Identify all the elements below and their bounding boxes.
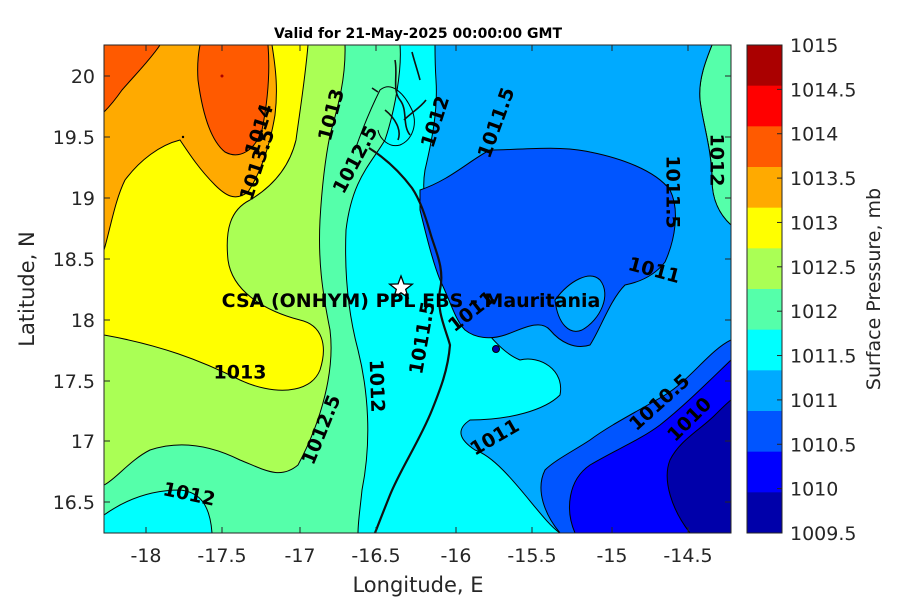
coastline-islands xyxy=(371,51,427,141)
x-tick-label: -17.5 xyxy=(197,545,246,567)
contour-label: 1012 xyxy=(365,359,389,413)
colorbar-segment xyxy=(747,451,782,493)
colorbar-tick-label: 1015 xyxy=(790,35,838,57)
y-tick-label: 18 xyxy=(71,310,95,332)
band-1011-pocket xyxy=(554,275,606,332)
colorbar-tick-label: 1011.5 xyxy=(790,346,856,368)
site-label: CSA (ONHYM) PPL EBS - Mauritania xyxy=(222,290,601,312)
colorbar-segment xyxy=(747,167,782,209)
contour-line-minor xyxy=(354,86,415,151)
band-1014 xyxy=(197,45,270,156)
x-tick-label: -14.5 xyxy=(663,545,712,567)
x-tick-label: -18 xyxy=(130,545,161,567)
colorbar-tick-label: 1014.5 xyxy=(790,79,856,101)
low-point-marker xyxy=(492,345,500,353)
colorbar-segment xyxy=(747,289,782,331)
x-tick-label: -15.5 xyxy=(507,545,556,567)
y-tick-label: 20 xyxy=(71,66,95,88)
colorbar-frame xyxy=(746,44,783,534)
map-area xyxy=(104,45,731,533)
high-point-marker-2 xyxy=(181,135,185,139)
coastline xyxy=(368,147,452,533)
y-tick-label: 19 xyxy=(71,188,95,210)
y-axis-ticks: 20 19.5 19 18.5 18 17.5 17 16.5 xyxy=(53,66,731,514)
colorbar-tick-label: 1012 xyxy=(790,301,838,323)
contour-label: 1011.5 xyxy=(662,155,684,228)
y-tick-label: 16.5 xyxy=(53,492,95,514)
y-tick-label: 19.5 xyxy=(53,127,95,149)
map-title: Valid for 21-May-2025 00:00:00 GMT xyxy=(274,26,562,42)
colorbar-tick-label: 1009.5 xyxy=(790,523,856,545)
colorbar-segment xyxy=(747,492,782,534)
colorbar-segment xyxy=(747,329,782,371)
high-point-marker xyxy=(220,74,224,78)
plot-frame xyxy=(103,44,732,534)
x-axis-label: Longitude, E xyxy=(352,573,483,597)
small-contour-south xyxy=(104,489,213,533)
y-tick-label: 18.5 xyxy=(53,249,95,271)
colorbar-segment xyxy=(747,85,782,127)
contour-label: 1013 xyxy=(214,362,267,384)
colorbar-segment xyxy=(747,45,782,87)
y-tick-label: 17 xyxy=(71,431,95,453)
colorbar-label: Surface Pressure, mb xyxy=(863,188,885,390)
x-tick-label: -15 xyxy=(596,545,627,567)
band-1009-5 xyxy=(666,399,731,533)
colorbar: 1015 1014.5 1014 1013.5 1013 1012.5 1012 1011.5… xyxy=(746,35,856,545)
x-axis-ticks: -18 -17.5 -17 -16.5 -16 -15.5 -15 -14.5 xyxy=(130,45,713,567)
colorbar-segment xyxy=(747,411,782,453)
colorbar-tick-label: 1012.5 xyxy=(790,257,856,279)
y-axis-label: Latitude, N xyxy=(15,231,39,347)
y-tick-label: 17.5 xyxy=(53,371,95,393)
colorbar-segment xyxy=(747,248,782,290)
colorbar-segment xyxy=(747,126,782,168)
contour-label: 1012 xyxy=(706,134,728,187)
site-group: CSA (ONHYM) PPL EBS - Mauritania xyxy=(222,274,601,312)
colorbar-segment xyxy=(747,207,782,249)
colorbar-segment xyxy=(747,370,782,412)
colorbar-tick-label: 1013.5 xyxy=(790,168,856,190)
colorbar-tick-label: 1013 xyxy=(790,212,838,234)
x-tick-label: -16 xyxy=(440,545,471,567)
colorbar-tick-label: 1011 xyxy=(790,390,838,412)
colorbar-tick-label: 1010.5 xyxy=(790,434,856,456)
colorbar-tick-label: 1010 xyxy=(790,479,838,501)
x-tick-label: -16.5 xyxy=(351,545,400,567)
star-icon xyxy=(387,274,415,300)
x-tick-label: -17 xyxy=(284,545,315,567)
band-1014-corner xyxy=(104,45,161,113)
colorbar-tick-label: 1014 xyxy=(790,124,838,146)
band-1010-5 xyxy=(419,147,676,347)
